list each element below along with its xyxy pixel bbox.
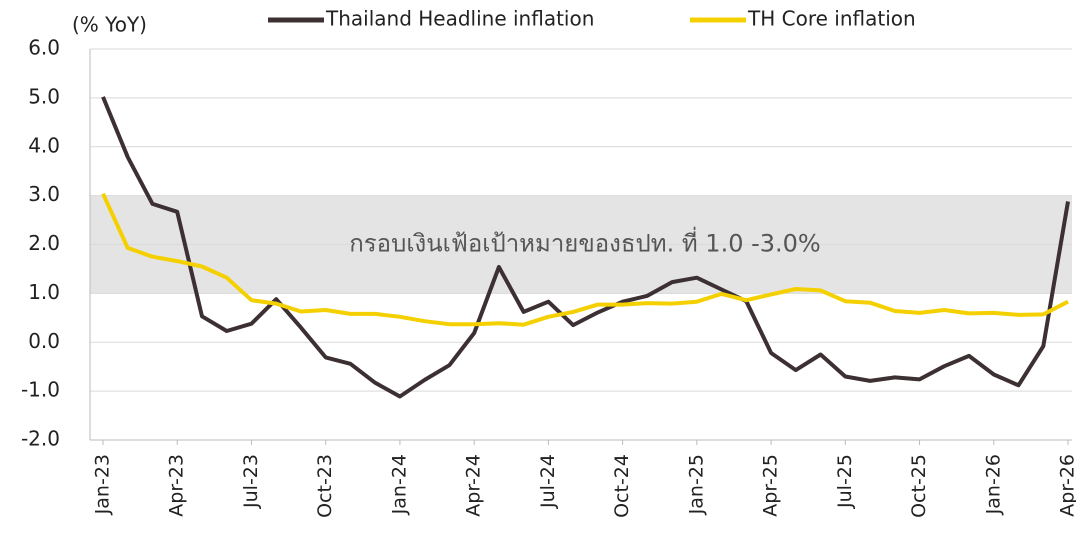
line-series xyxy=(101,192,1069,327)
line-series xyxy=(101,96,1070,399)
x-tick-label: Oct-24 xyxy=(611,454,633,518)
y-axis-label: (% YoY) xyxy=(72,13,147,37)
y-tick-label: 1.0 xyxy=(28,280,60,304)
y-tick-label: 3.0 xyxy=(28,182,60,206)
y-tick-label: 0.0 xyxy=(28,329,60,353)
x-tick-label: Jan-23 xyxy=(92,454,114,515)
x-tick-label: Oct-25 xyxy=(908,454,930,518)
y-tick-label: 6.0 xyxy=(28,36,60,60)
annotation: กรอบเงินเฟ้อเป้าหมายของธปท. ที่ 1.0 -3.0… xyxy=(349,227,820,258)
legend-label: TH Core inflation xyxy=(747,7,916,31)
x-tick-label: Jul-24 xyxy=(537,454,559,509)
x-tick-label: Apr-25 xyxy=(760,454,782,517)
x-tick-label: Jul-23 xyxy=(240,454,262,509)
x-tick-label: Jul-25 xyxy=(834,454,856,509)
x-tick-label: Apr-24 xyxy=(463,454,485,517)
x-tick-label: Jan-26 xyxy=(982,454,1004,515)
legend-label: Thailand Headline inflation xyxy=(325,7,594,31)
y-tick-label: 5.0 xyxy=(28,84,60,108)
x-tick-label: Apr-23 xyxy=(166,454,188,517)
y-tick-label: 2.0 xyxy=(28,231,60,255)
y-tick-label: 4.0 xyxy=(28,133,60,157)
x-tick-label: Oct-23 xyxy=(314,454,336,518)
x-tick-label: Jan-24 xyxy=(388,454,410,515)
x-tick-label: Jan-25 xyxy=(685,454,707,515)
x-tick-label: Apr-26 xyxy=(1057,454,1076,517)
y-tick-label: -1.0 xyxy=(21,378,60,402)
y-tick-label: -2.0 xyxy=(21,427,60,451)
